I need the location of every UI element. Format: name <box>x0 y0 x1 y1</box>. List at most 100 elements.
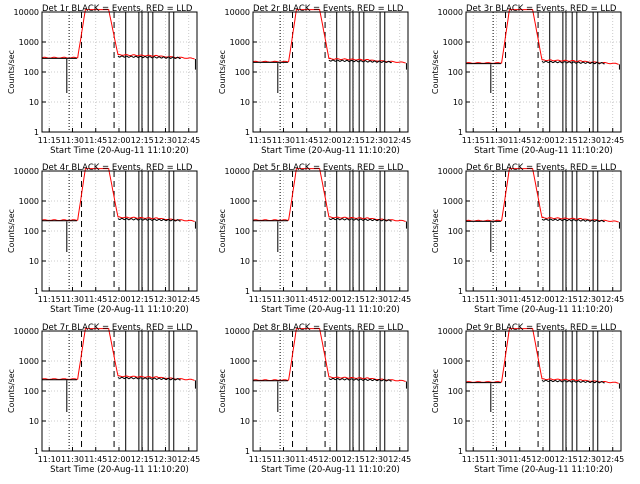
panel-9: 1 10 100 1000 10000 11:15 11:30 11:45 12:00 12:15… <box>431 323 624 475</box>
series-events <box>42 217 196 252</box>
series-lld <box>41 328 195 381</box>
y-tick-label: 1000 <box>230 197 250 206</box>
panel-1: 1 10 100 1000 10000 11:15 11:30 11:45 12:00 12:15… <box>7 4 200 156</box>
y-tick-label: 100 <box>235 227 250 236</box>
series-events <box>253 377 407 412</box>
y-tick-label: 1000 <box>443 38 463 47</box>
y-axis-label: Counts/sec <box>218 369 227 413</box>
y-tick-label: 10000 <box>14 167 39 176</box>
panel-4: 1 10 100 1000 10000 11:15 11:30 11:45 12:00 12:15… <box>7 163 200 315</box>
x-tick-label: 12:00 <box>531 136 554 145</box>
y-tick-label: 10000 <box>14 327 39 336</box>
x-axis-label: Start Time (20-Aug-11 11:10:20) <box>261 146 400 156</box>
x-tick-label: 12:00 <box>531 295 554 304</box>
panel-title: Det 2r BLACK = Events, RED = LLD <box>253 4 404 14</box>
y-axis-label: Counts/sec <box>218 50 227 94</box>
series-lld <box>252 168 406 222</box>
y-tick-label: 10 <box>453 417 463 426</box>
x-tick-label: 12:15 <box>342 136 365 145</box>
x-axis-label: Start Time (20-Aug-11 11:10:20) <box>474 146 613 156</box>
x-tick-label: 11:45 <box>508 136 531 145</box>
x-tick-label: 11:15 <box>249 455 272 464</box>
y-tick-label: 10000 <box>14 8 39 17</box>
y-tick-label: 1 <box>458 287 463 296</box>
x-axis-label: Start Time (20-Aug-11 11:10:20) <box>50 465 189 475</box>
x-tick-label: 12:30 <box>578 136 601 145</box>
y-tick-label: 10 <box>240 257 250 266</box>
y-tick-label: 100 <box>235 387 250 396</box>
y-tick-label: 10000 <box>438 8 463 17</box>
y-tick-label: 1000 <box>443 197 463 206</box>
series-events <box>42 55 196 93</box>
y-tick-label: 1000 <box>19 357 39 366</box>
x-tick-label: 12:15 <box>131 136 154 145</box>
y-tick-label: 1 <box>245 447 250 456</box>
x-tick-label: 11:30 <box>485 295 508 304</box>
x-tick-label: 11:30 <box>485 136 508 145</box>
panel-5: 1 10 100 1000 10000 11:15 11:30 11:45 12:00 12:15… <box>218 163 411 315</box>
y-tick-label: 1 <box>245 128 250 137</box>
x-tick-label: 12:45 <box>601 455 624 464</box>
x-tick-label: 12:00 <box>318 295 341 304</box>
x-tick-label: 12:00 <box>107 295 130 304</box>
y-tick-label: 1000 <box>230 357 250 366</box>
panel-title: Det 3r BLACK = Events, RED = LLD <box>466 4 617 14</box>
x-tick-label: 12:45 <box>177 136 200 145</box>
x-axis-label: Start Time (20-Aug-11 11:10:20) <box>474 305 613 315</box>
series-lld <box>41 168 195 222</box>
x-tick-label: 11:30 <box>272 136 295 145</box>
series-lld <box>252 9 406 64</box>
x-tick-label: 12:45 <box>601 136 624 145</box>
series-events <box>466 60 620 93</box>
y-tick-label: 1 <box>458 128 463 137</box>
y-tick-label: 1 <box>34 447 39 456</box>
x-tick-label: 12:30 <box>578 295 601 304</box>
panel-title: Det 1r BLACK = Events, RED = LLD <box>42 4 193 14</box>
x-tick-label: 11:30 <box>61 136 84 145</box>
y-tick-label: 100 <box>448 68 463 77</box>
x-tick-label: 12:45 <box>388 136 411 145</box>
x-tick-label: 11:15 <box>38 295 61 304</box>
x-tick-label: 11:45 <box>84 455 107 464</box>
x-tick-label: 11:10 <box>38 455 61 464</box>
y-tick-label: 10000 <box>225 8 250 17</box>
series-events <box>253 217 407 252</box>
x-tick-label: 11:30 <box>485 455 508 464</box>
panel-title: Det 4r BLACK = Events, RED = LLD <box>42 163 193 173</box>
x-tick-label: 12:00 <box>318 455 341 464</box>
y-tick-label: 1000 <box>230 38 250 47</box>
x-tick-label: 11:30 <box>61 295 84 304</box>
series-lld <box>465 9 619 65</box>
x-tick-label: 12:30 <box>365 295 388 304</box>
x-tick-label: 11:45 <box>84 295 107 304</box>
y-tick-label: 1 <box>458 447 463 456</box>
x-tick-label: 11:45 <box>508 295 531 304</box>
y-tick-label: 1 <box>34 128 39 137</box>
series-lld <box>252 328 406 382</box>
y-tick-label: 10 <box>240 417 250 426</box>
y-tick-label: 100 <box>24 227 39 236</box>
y-tick-label: 100 <box>448 387 463 396</box>
y-tick-label: 1 <box>245 287 250 296</box>
y-tick-label: 10 <box>453 257 463 266</box>
x-tick-label: 12:00 <box>107 455 130 464</box>
panel-title: Det 6r BLACK = Events, RED = LLD <box>466 163 617 173</box>
x-axis-label: Start Time (20-Aug-11 11:10:20) <box>474 465 613 475</box>
x-tick-label: 11:15 <box>249 295 272 304</box>
y-tick-label: 100 <box>448 227 463 236</box>
x-tick-label: 11:45 <box>295 295 318 304</box>
x-tick-label: 12:15 <box>342 295 365 304</box>
x-tick-label: 11:45 <box>84 136 107 145</box>
x-tick-label: 12:30 <box>154 136 177 145</box>
y-axis-label: Counts/sec <box>7 50 16 94</box>
x-tick-label: 12:30 <box>578 455 601 464</box>
y-axis-label: Counts/sec <box>7 209 16 253</box>
panel-3: 1 10 100 1000 10000 11:15 11:30 11:45 12:00 12:15… <box>431 4 624 156</box>
series-events <box>42 376 196 412</box>
x-tick-label: 12:15 <box>555 455 578 464</box>
series-lld <box>465 168 619 223</box>
x-axis-label: Start Time (20-Aug-11 11:10:20) <box>261 305 400 315</box>
series-events <box>466 218 620 252</box>
y-tick-label: 10000 <box>438 167 463 176</box>
